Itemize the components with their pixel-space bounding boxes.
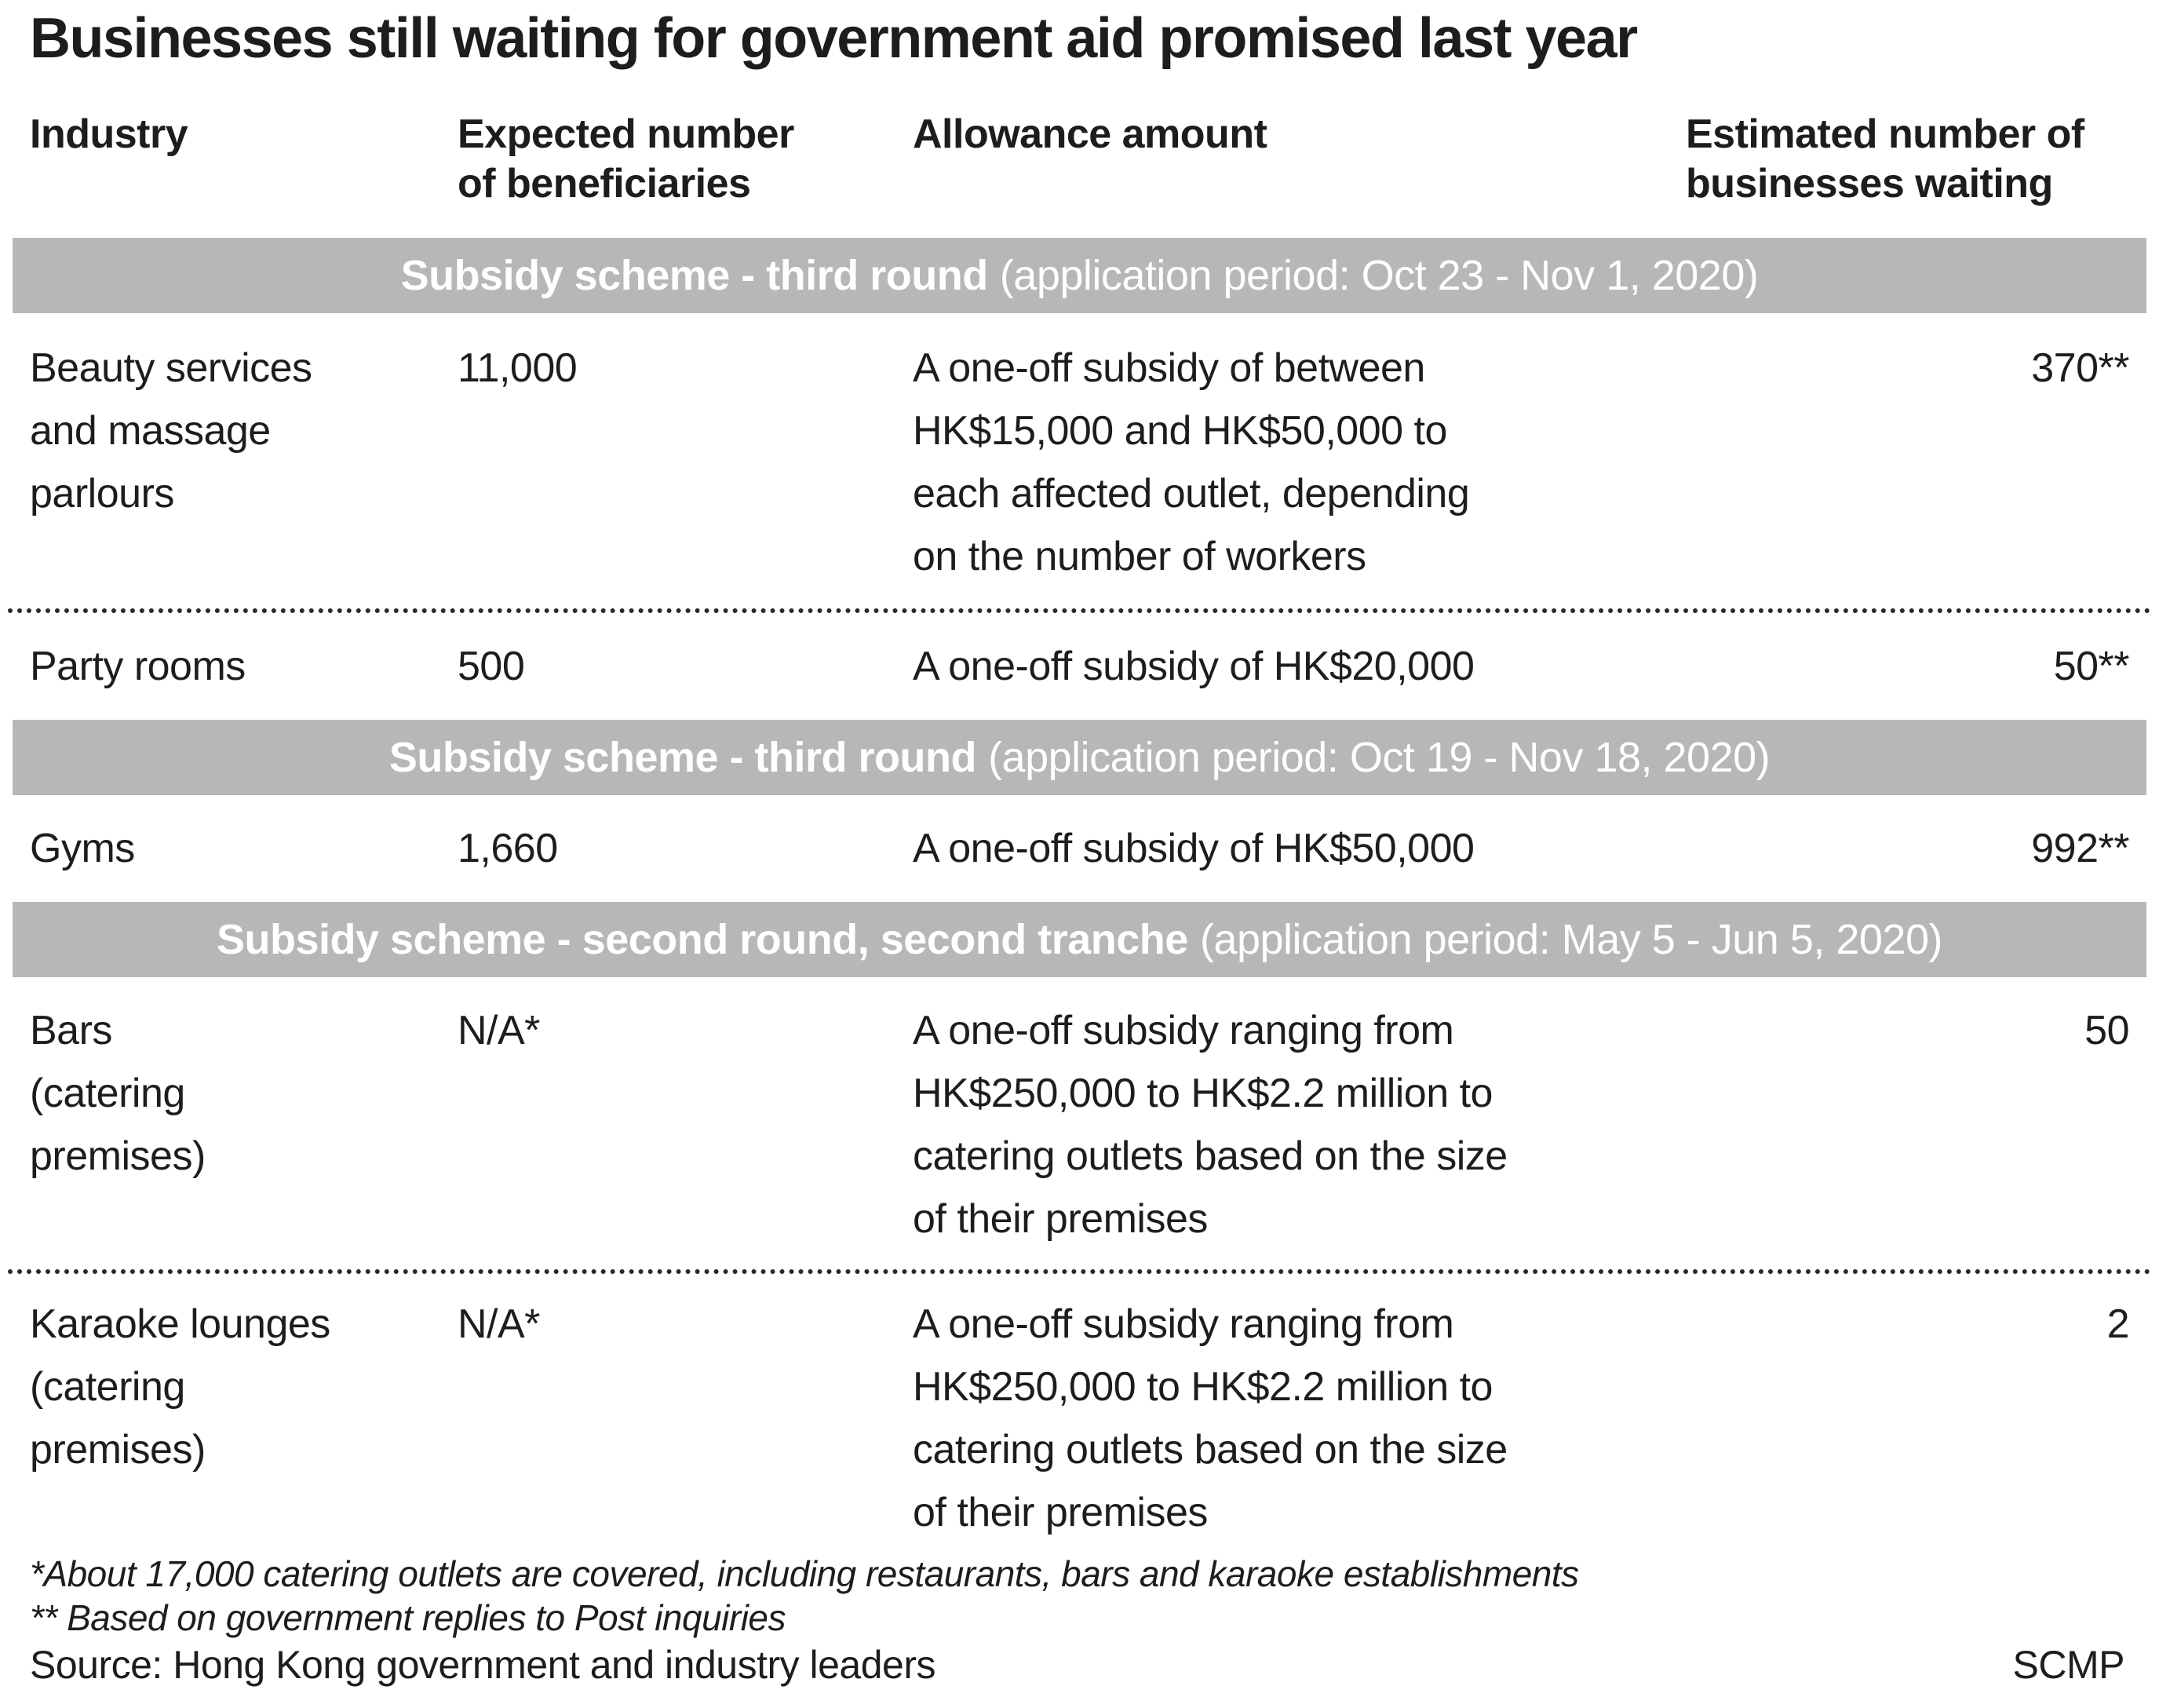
credit-text: SCMP — [2012, 1643, 2125, 1688]
beneficiaries-cell: N/A* — [458, 1008, 540, 1054]
beneficiaries-cell: 11,000 — [458, 345, 578, 392]
allowance-cell: A one-off subsidy of HK$50,000 — [913, 826, 1475, 872]
industry-cell: Party rooms — [30, 644, 246, 690]
dotted-divider — [8, 1269, 2151, 1275]
column-header-industry: Industry — [30, 111, 188, 157]
column-header-businesses-waiting: Estimated number of businesses waiting — [1686, 111, 2084, 207]
table-row-party-rooms: Party rooms 500 A one-off subsidy of HK$… — [0, 613, 2159, 720]
waiting-cell: 2 — [2106, 1301, 2130, 1348]
industry-cell: Karaoke lounges (catering premises) — [30, 1301, 330, 1473]
column-header-allowance: Allowance amount — [913, 111, 1267, 157]
industry-cell: Bars (catering premises) — [30, 1008, 206, 1180]
dotted-divider — [8, 608, 2151, 614]
allowance-cell: A one-off subsidy of HK$20,000 — [913, 644, 1475, 690]
table-header-row: Industry Expected number of beneficiarie… — [0, 110, 2159, 210]
table-row-beauty-services: Beauty services and massage parlours 11,… — [0, 313, 2159, 608]
section-band-second-round: Subsidy scheme - second round, second tr… — [13, 902, 2146, 978]
waiting-cell: 50 — [2084, 1008, 2129, 1054]
beneficiaries-cell: 1,660 — [458, 826, 558, 872]
infographic: Businesses still waiting for government … — [0, 6, 2159, 1708]
allowance-cell: A one-off subsidy of between HK$15,000 a… — [913, 345, 1470, 580]
waiting-cell: 370** — [2031, 345, 2129, 392]
page-title: Businesses still waiting for government … — [30, 7, 1638, 70]
section-band-third-round-1: Subsidy scheme - third round (applicatio… — [13, 238, 2146, 314]
industry-cell: Gyms — [30, 826, 135, 872]
table-row-gyms: Gyms 1,660 A one-off subsidy of HK$50,00… — [0, 795, 2159, 902]
allowance-cell: A one-off subsidy ranging from HK$250,00… — [913, 1008, 1508, 1243]
table-row-bars: Bars (catering premises) N/A* A one-off … — [0, 977, 2159, 1269]
section-band-period: (application period: May 5 - Jun 5, 2020… — [1199, 916, 1943, 964]
beneficiaries-cell: N/A* — [458, 1301, 540, 1348]
section-band-period: (application period: Oct 23 - Nov 1, 202… — [999, 252, 1759, 300]
section-band-third-round-2: Subsidy scheme - third round (applicatio… — [13, 720, 2146, 796]
waiting-cell: 992** — [2031, 826, 2129, 872]
footnotes: *About 17,000 catering outlets are cover… — [30, 1552, 2129, 1640]
beneficiaries-cell: 500 — [458, 644, 525, 690]
allowance-cell: A one-off subsidy ranging from HK$250,00… — [913, 1301, 1508, 1536]
waiting-cell: 50** — [2053, 644, 2130, 690]
source-text: Source: Hong Kong government and industr… — [30, 1643, 936, 1688]
section-band-period: (application period: Oct 19 - Nov 18, 20… — [988, 734, 1771, 782]
footnote-government-replies: ** Based on government replies to Post i… — [30, 1597, 786, 1639]
column-header-beneficiaries: Expected number of beneficiaries — [458, 111, 794, 207]
table-row-karaoke-lounges: Karaoke lounges (catering premises) N/A*… — [0, 1274, 2159, 1549]
section-band-title: Subsidy scheme - third round — [388, 734, 977, 782]
source-row: Source: Hong Kong government and industr… — [0, 1643, 2159, 1687]
section-band-title: Subsidy scheme - third round — [400, 252, 989, 300]
footnote-catering-outlets: *About 17,000 catering outlets are cover… — [30, 1553, 1579, 1595]
industry-cell: Beauty services and massage parlours — [30, 345, 312, 517]
section-band-title: Subsidy scheme - second round, second tr… — [217, 916, 1188, 964]
